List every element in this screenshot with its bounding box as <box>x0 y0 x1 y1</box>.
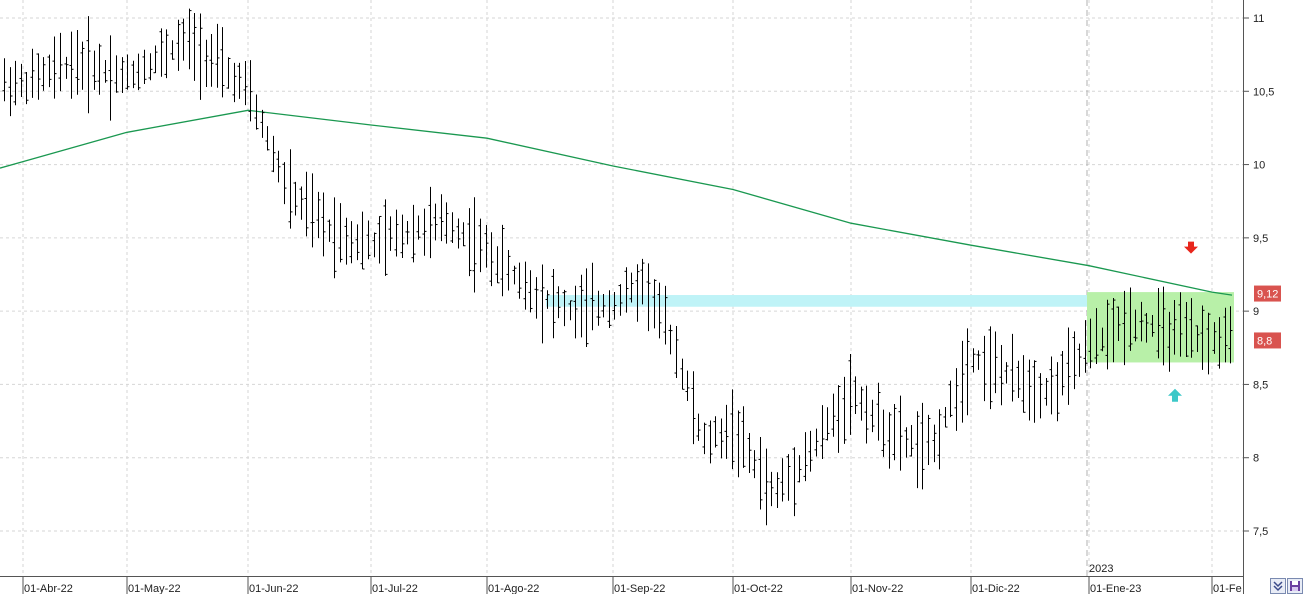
x-tick-label: 01-Ago-22 <box>488 583 539 594</box>
down-arrow-icon <box>1184 241 1198 254</box>
grid <box>0 0 1243 576</box>
y-tick-label: 8 <box>1253 453 1259 465</box>
x-tick-label: 01-Fe <box>1213 583 1242 594</box>
ohlc-bars <box>2 8 1233 526</box>
x-tick-label: 01-May-22 <box>128 583 181 594</box>
y-tick-label: 10 <box>1253 160 1265 172</box>
x-tick-label: 01-Ene-23 <box>1090 583 1141 594</box>
x-tick-label: 01-Abr-22 <box>24 583 73 594</box>
y-tick-label: 7,5 <box>1253 526 1268 538</box>
price-badge <box>1254 332 1281 349</box>
x-tick-label: 01-Jun-22 <box>249 583 299 594</box>
y-tick-label: 11 <box>1253 13 1264 25</box>
x-tick-label: 01-Jul-22 <box>372 583 418 594</box>
save-button[interactable] <box>1287 578 1303 594</box>
resistance-band <box>546 295 1087 307</box>
moving-average-line <box>0 109 1233 296</box>
y-tick-label: 10,5 <box>1253 86 1274 98</box>
x-tick-label: 01-Nov-22 <box>852 583 903 594</box>
price-badge-label: 9,12 <box>1257 289 1278 301</box>
zones <box>546 292 1234 363</box>
axes: 7,5 8 8,5 9 9,5 10 10,5 11 01-Abr-22 01-May-22 01-… <box>0 0 1274 594</box>
price-badge <box>1254 285 1281 302</box>
markers <box>1168 241 1198 402</box>
x-tick-label: 01-Oct-22 <box>734 583 783 594</box>
moving-average <box>0 109 1233 296</box>
y-tick-label: 9 <box>1253 306 1259 318</box>
x-tick-label: 01-Dic-22 <box>972 583 1020 594</box>
year-marker-label: 2023 <box>1089 563 1113 575</box>
scale-toggle-button[interactable] <box>1270 578 1286 594</box>
x-tick-label: 01-Sep-22 <box>614 583 665 594</box>
range-box <box>1087 292 1234 363</box>
y-tick-label: 8,5 <box>1253 379 1268 391</box>
y-tick-label: 9,5 <box>1253 233 1268 245</box>
price-badges: 9,12 8,8 <box>1254 285 1281 349</box>
double-chevron-down-icon <box>1273 581 1283 592</box>
floppy-disk-icon <box>1290 581 1300 591</box>
up-arrow-icon <box>1168 388 1182 402</box>
price-badge-label: 8,8 <box>1257 335 1272 347</box>
